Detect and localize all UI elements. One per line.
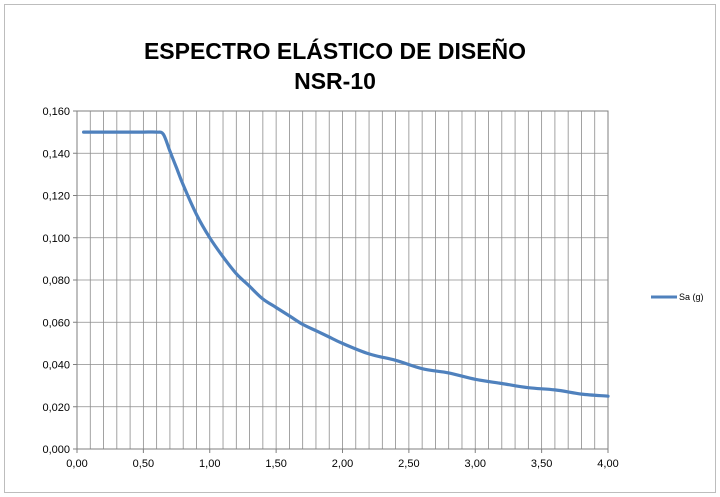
chart-frame: ESPECTRO ELÁSTICO DE DISEÑO NSR-10 0,000… [4, 4, 716, 493]
y-tick-label: 0,020 [42, 402, 70, 414]
x-tick-label: 4,00 [597, 458, 618, 470]
x-tick-label: 3,50 [531, 458, 552, 470]
chart-title-line-2: NSR-10 [294, 68, 376, 94]
legend: Sa (g) [651, 292, 704, 302]
y-tick-label: 0,100 [42, 233, 70, 245]
x-tick-label: 0,00 [66, 458, 87, 470]
legend-label-sa: Sa (g) [679, 292, 704, 302]
y-tick-label: 0,040 [42, 360, 70, 372]
y-axis-tick-labels: 0,000 0,020 0,040 0,060 0,080 0,100 0,120 0,140… [42, 106, 77, 456]
y-tick-label: 0,060 [42, 317, 70, 329]
series-layer [82, 130, 610, 398]
y-tick-label: 0,120 [42, 191, 70, 203]
y-tick-label: 0,140 [42, 148, 70, 160]
chart-title-line-1: ESPECTRO ELÁSTICO DE DISEÑO [144, 37, 526, 64]
x-tick-label: 3,00 [465, 458, 486, 470]
x-tick-label: 2,50 [398, 458, 419, 470]
x-tick-label: 1,50 [265, 458, 286, 470]
x-tick-label: 1,00 [199, 458, 220, 470]
x-axis-tick-labels: 0,00 0,50 1,00 1,50 2,00 2,50 3,00 3,50 4,00 [66, 449, 619, 470]
y-tick-label: 0,000 [42, 444, 70, 456]
y-tick-label: 0,080 [42, 275, 70, 287]
x-tick-label: 0,50 [133, 458, 154, 470]
y-tick-label: 0,160 [42, 106, 70, 118]
series-line-sa [82, 130, 610, 398]
x-tick-label: 2,00 [332, 458, 353, 470]
grid-layer [76, 110, 609, 450]
chart-canvas: ESPECTRO ELÁSTICO DE DISEÑO NSR-10 0,000… [42, 37, 704, 470]
